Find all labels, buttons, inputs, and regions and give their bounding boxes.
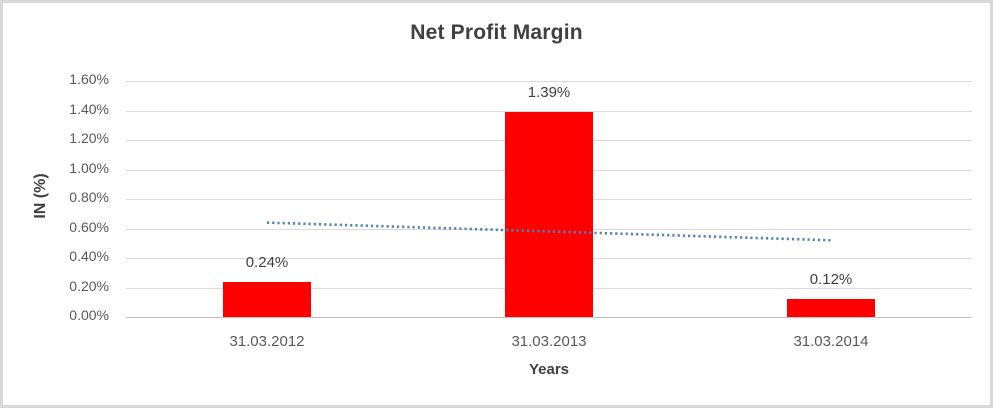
- x-axis-line: [126, 317, 972, 318]
- x-tick-label: 31.03.2014: [793, 333, 869, 350]
- bar: [223, 281, 311, 317]
- y-tick-label: 0.80%: [69, 189, 109, 205]
- x-tick-label: 31.03.2012: [229, 333, 305, 350]
- bar: [505, 111, 593, 317]
- bar-data-label: 1.39%: [527, 83, 571, 101]
- x-tick-label: 31.03.2013: [511, 333, 587, 350]
- y-tick-label: 0.00%: [69, 307, 109, 323]
- y-tick-label: 1.60%: [69, 71, 109, 87]
- gridline: [126, 81, 972, 82]
- x-axis-title: Years: [528, 361, 570, 378]
- bar: [787, 299, 875, 317]
- y-tick-label: 1.20%: [69, 130, 109, 146]
- gridline: [126, 110, 972, 112]
- y-tick-label: 0.60%: [69, 218, 109, 235]
- y-tick-label: 0.40%: [69, 248, 109, 264]
- bar-data-label: 0.24%: [245, 253, 289, 271]
- chart-title: Net Profit Margin: [410, 21, 583, 44]
- y-tick-label: 0.20%: [69, 277, 109, 294]
- trendline: [266, 221, 832, 242]
- bar-data-label: 0.12%: [809, 271, 853, 289]
- y-tick-label: 1.40%: [69, 100, 109, 117]
- y-tick-label: 1.00%: [69, 159, 109, 176]
